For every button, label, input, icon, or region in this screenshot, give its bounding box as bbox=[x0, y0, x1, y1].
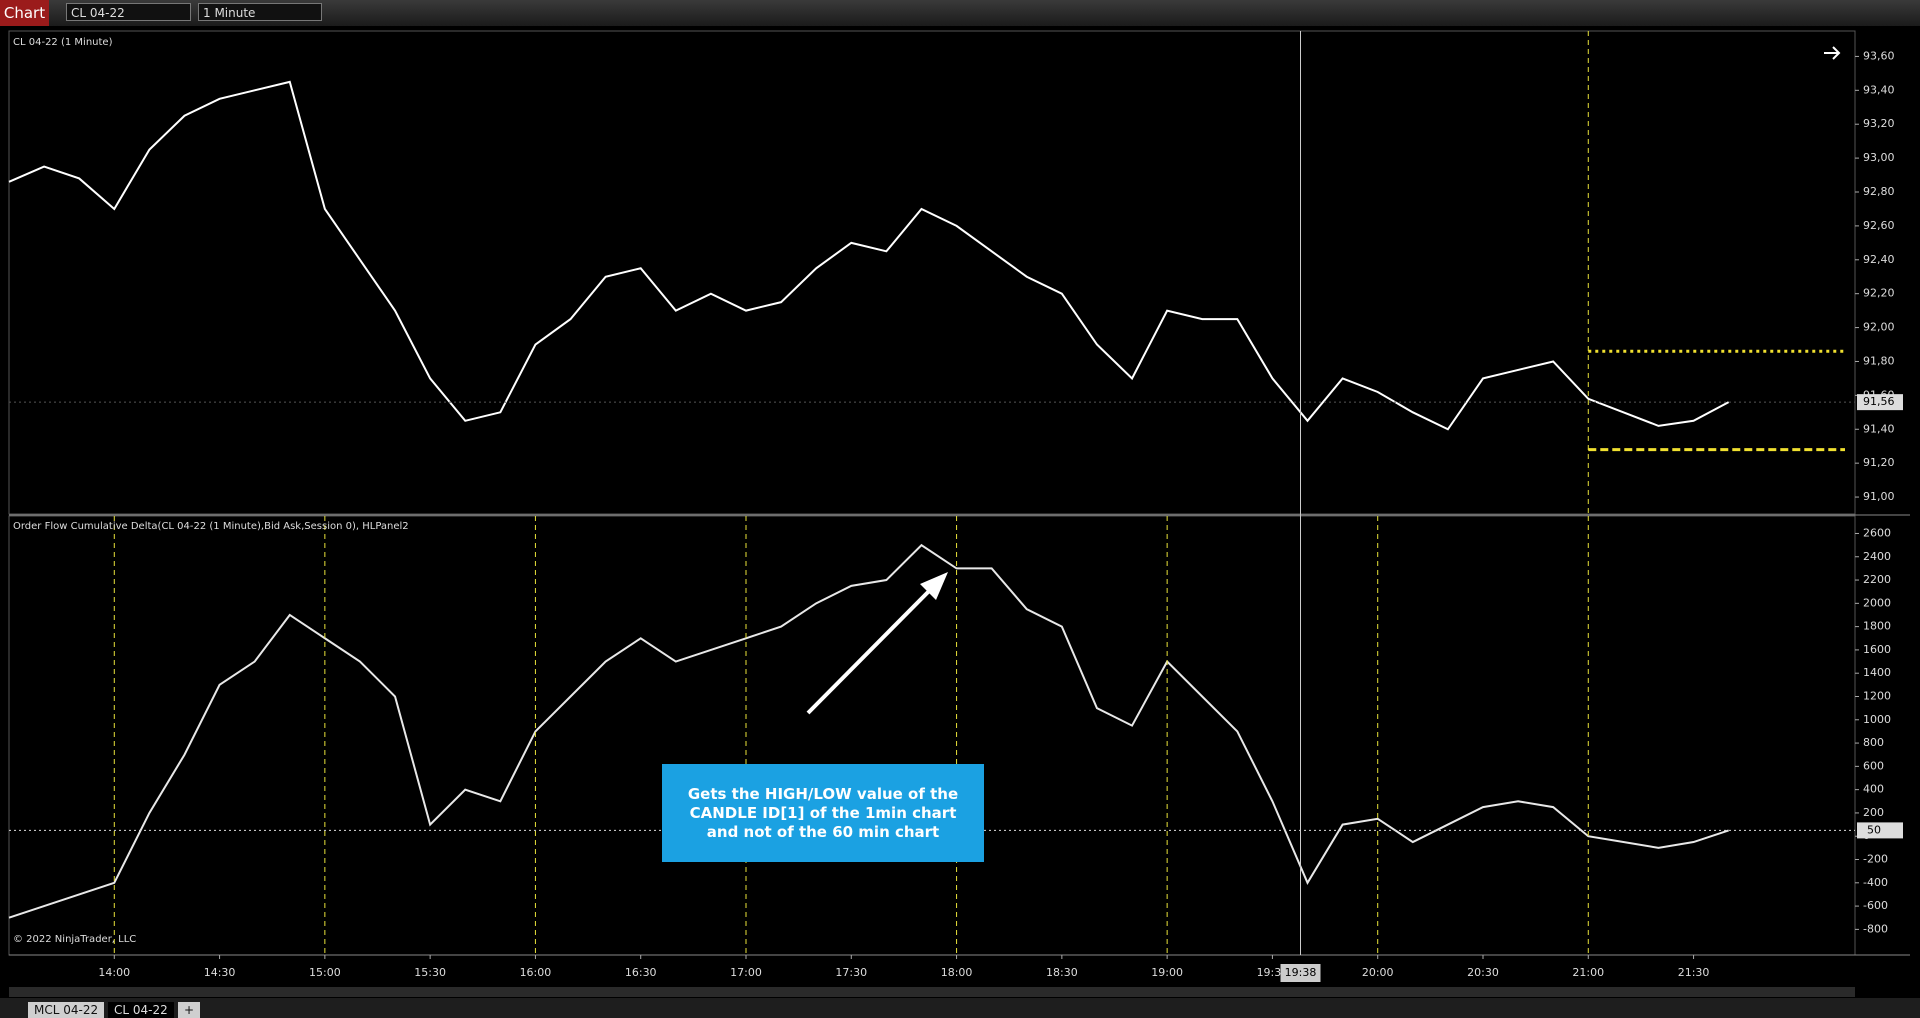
series-line bbox=[8, 80, 1730, 431]
scroll-arrow[interactable] bbox=[1824, 46, 1841, 60]
y-tick-label: -200 bbox=[1863, 853, 1888, 866]
price-title: CL 04-22 (1 Minute) bbox=[13, 37, 113, 48]
crosshair-box bbox=[1280, 964, 1321, 982]
x-tick-label: 19:30 bbox=[1257, 966, 1289, 979]
x-tick-label: 20:30 bbox=[1467, 966, 1499, 979]
copyright: © 2022 NinjaTrader, LLC bbox=[13, 934, 137, 945]
last-price-box bbox=[1857, 394, 1903, 411]
app-title[interactable]: Chart bbox=[0, 0, 49, 26]
last-price-label: 91,56 bbox=[1863, 395, 1895, 408]
arrow-head bbox=[920, 572, 948, 600]
y-tick-label: -800 bbox=[1863, 922, 1888, 935]
x-tick-label: 14:00 bbox=[98, 966, 130, 979]
y-tick-label: 2600 bbox=[1863, 526, 1891, 539]
x-tick-label: 15:00 bbox=[309, 966, 341, 979]
y-tick-label: 92,60 bbox=[1863, 219, 1895, 232]
price-panel bbox=[8, 30, 1856, 515]
y-tick-label: 1200 bbox=[1863, 689, 1891, 702]
y-tick-label: 92,40 bbox=[1863, 253, 1895, 266]
y-tick-label: -600 bbox=[1863, 899, 1888, 912]
y-tick-label: 1800 bbox=[1863, 620, 1891, 633]
y-tick-label: 1600 bbox=[1863, 643, 1891, 656]
y-tick-label: 93,60 bbox=[1863, 49, 1895, 62]
y-tick-label: 2400 bbox=[1863, 550, 1891, 563]
y-tick-label: 91,80 bbox=[1863, 354, 1895, 367]
last-delta-box bbox=[1857, 822, 1903, 839]
y-tick-label: 400 bbox=[1863, 783, 1884, 796]
x-tick-label: 21:00 bbox=[1572, 966, 1604, 979]
interval-select[interactable]: 1 Minute bbox=[198, 3, 322, 21]
tab[interactable]: MCL 04-22 bbox=[28, 1002, 105, 1018]
x-tick-label: 16:00 bbox=[520, 966, 552, 979]
x-tick-label: 16:30 bbox=[625, 966, 657, 979]
plot: 91,0091,2091,4091,6091,8092,0092,2092,40… bbox=[8, 31, 1903, 982]
y-tick-label: 92,20 bbox=[1863, 287, 1895, 300]
x-tick-label: 17:30 bbox=[835, 966, 867, 979]
x-tick-label: 19:00 bbox=[1151, 966, 1183, 979]
annotation: Gets the HIGH/LOW value of the CANDLE ID… bbox=[662, 764, 984, 862]
chart: 91,0091,2091,4091,6091,8092,0092,2092,40… bbox=[8, 30, 1910, 997]
y-tick-label: 93,00 bbox=[1863, 151, 1895, 164]
scrollbar[interactable] bbox=[9, 987, 1855, 997]
x-tick-label: 21:30 bbox=[1678, 966, 1710, 979]
instrument-select[interactable]: CL 04-22 bbox=[66, 3, 191, 21]
y-tick-label: 91,40 bbox=[1863, 422, 1895, 435]
y-tick-label: 93,40 bbox=[1863, 83, 1895, 96]
x-tick-label: 20:00 bbox=[1362, 966, 1394, 979]
y-tick-label: -400 bbox=[1863, 876, 1888, 889]
x-tick-label: 18:30 bbox=[1046, 966, 1078, 979]
y-tick-label: 93,20 bbox=[1863, 117, 1895, 130]
x-tick-label: 18:00 bbox=[941, 966, 973, 979]
y-tick-label: 2000 bbox=[1863, 596, 1891, 609]
x-tick-label: 15:30 bbox=[414, 966, 446, 979]
y-tick-label: 600 bbox=[1863, 759, 1884, 772]
arrow-shaft bbox=[806, 578, 942, 715]
y-tick-label: 1000 bbox=[1863, 713, 1891, 726]
y-tick-label: 200 bbox=[1863, 806, 1884, 819]
tab-bar bbox=[0, 998, 1920, 1018]
x-tick-label: 17:00 bbox=[730, 966, 762, 979]
y-tick-label: 1400 bbox=[1863, 666, 1891, 679]
y-tick-label: 91,00 bbox=[1863, 490, 1895, 503]
tab[interactable]: CL 04-22 bbox=[108, 1002, 174, 1018]
y-tick-label: 92,00 bbox=[1863, 321, 1895, 334]
delta-title: Order Flow Cumulative Delta(CL 04-22 (1 … bbox=[13, 521, 409, 532]
y-tick-label: 91,20 bbox=[1863, 456, 1895, 469]
x-tick-label: 14:30 bbox=[204, 966, 236, 979]
crosshair-label: 19:38 bbox=[1285, 966, 1317, 979]
y-tick-label: 92,80 bbox=[1863, 185, 1895, 198]
last-delta-label: 50 bbox=[1867, 823, 1881, 836]
y-tick-label: 800 bbox=[1863, 736, 1884, 749]
series-line bbox=[8, 543, 1729, 919]
y-tick-label: 2200 bbox=[1863, 573, 1891, 586]
tab[interactable]: + bbox=[178, 1002, 201, 1018]
